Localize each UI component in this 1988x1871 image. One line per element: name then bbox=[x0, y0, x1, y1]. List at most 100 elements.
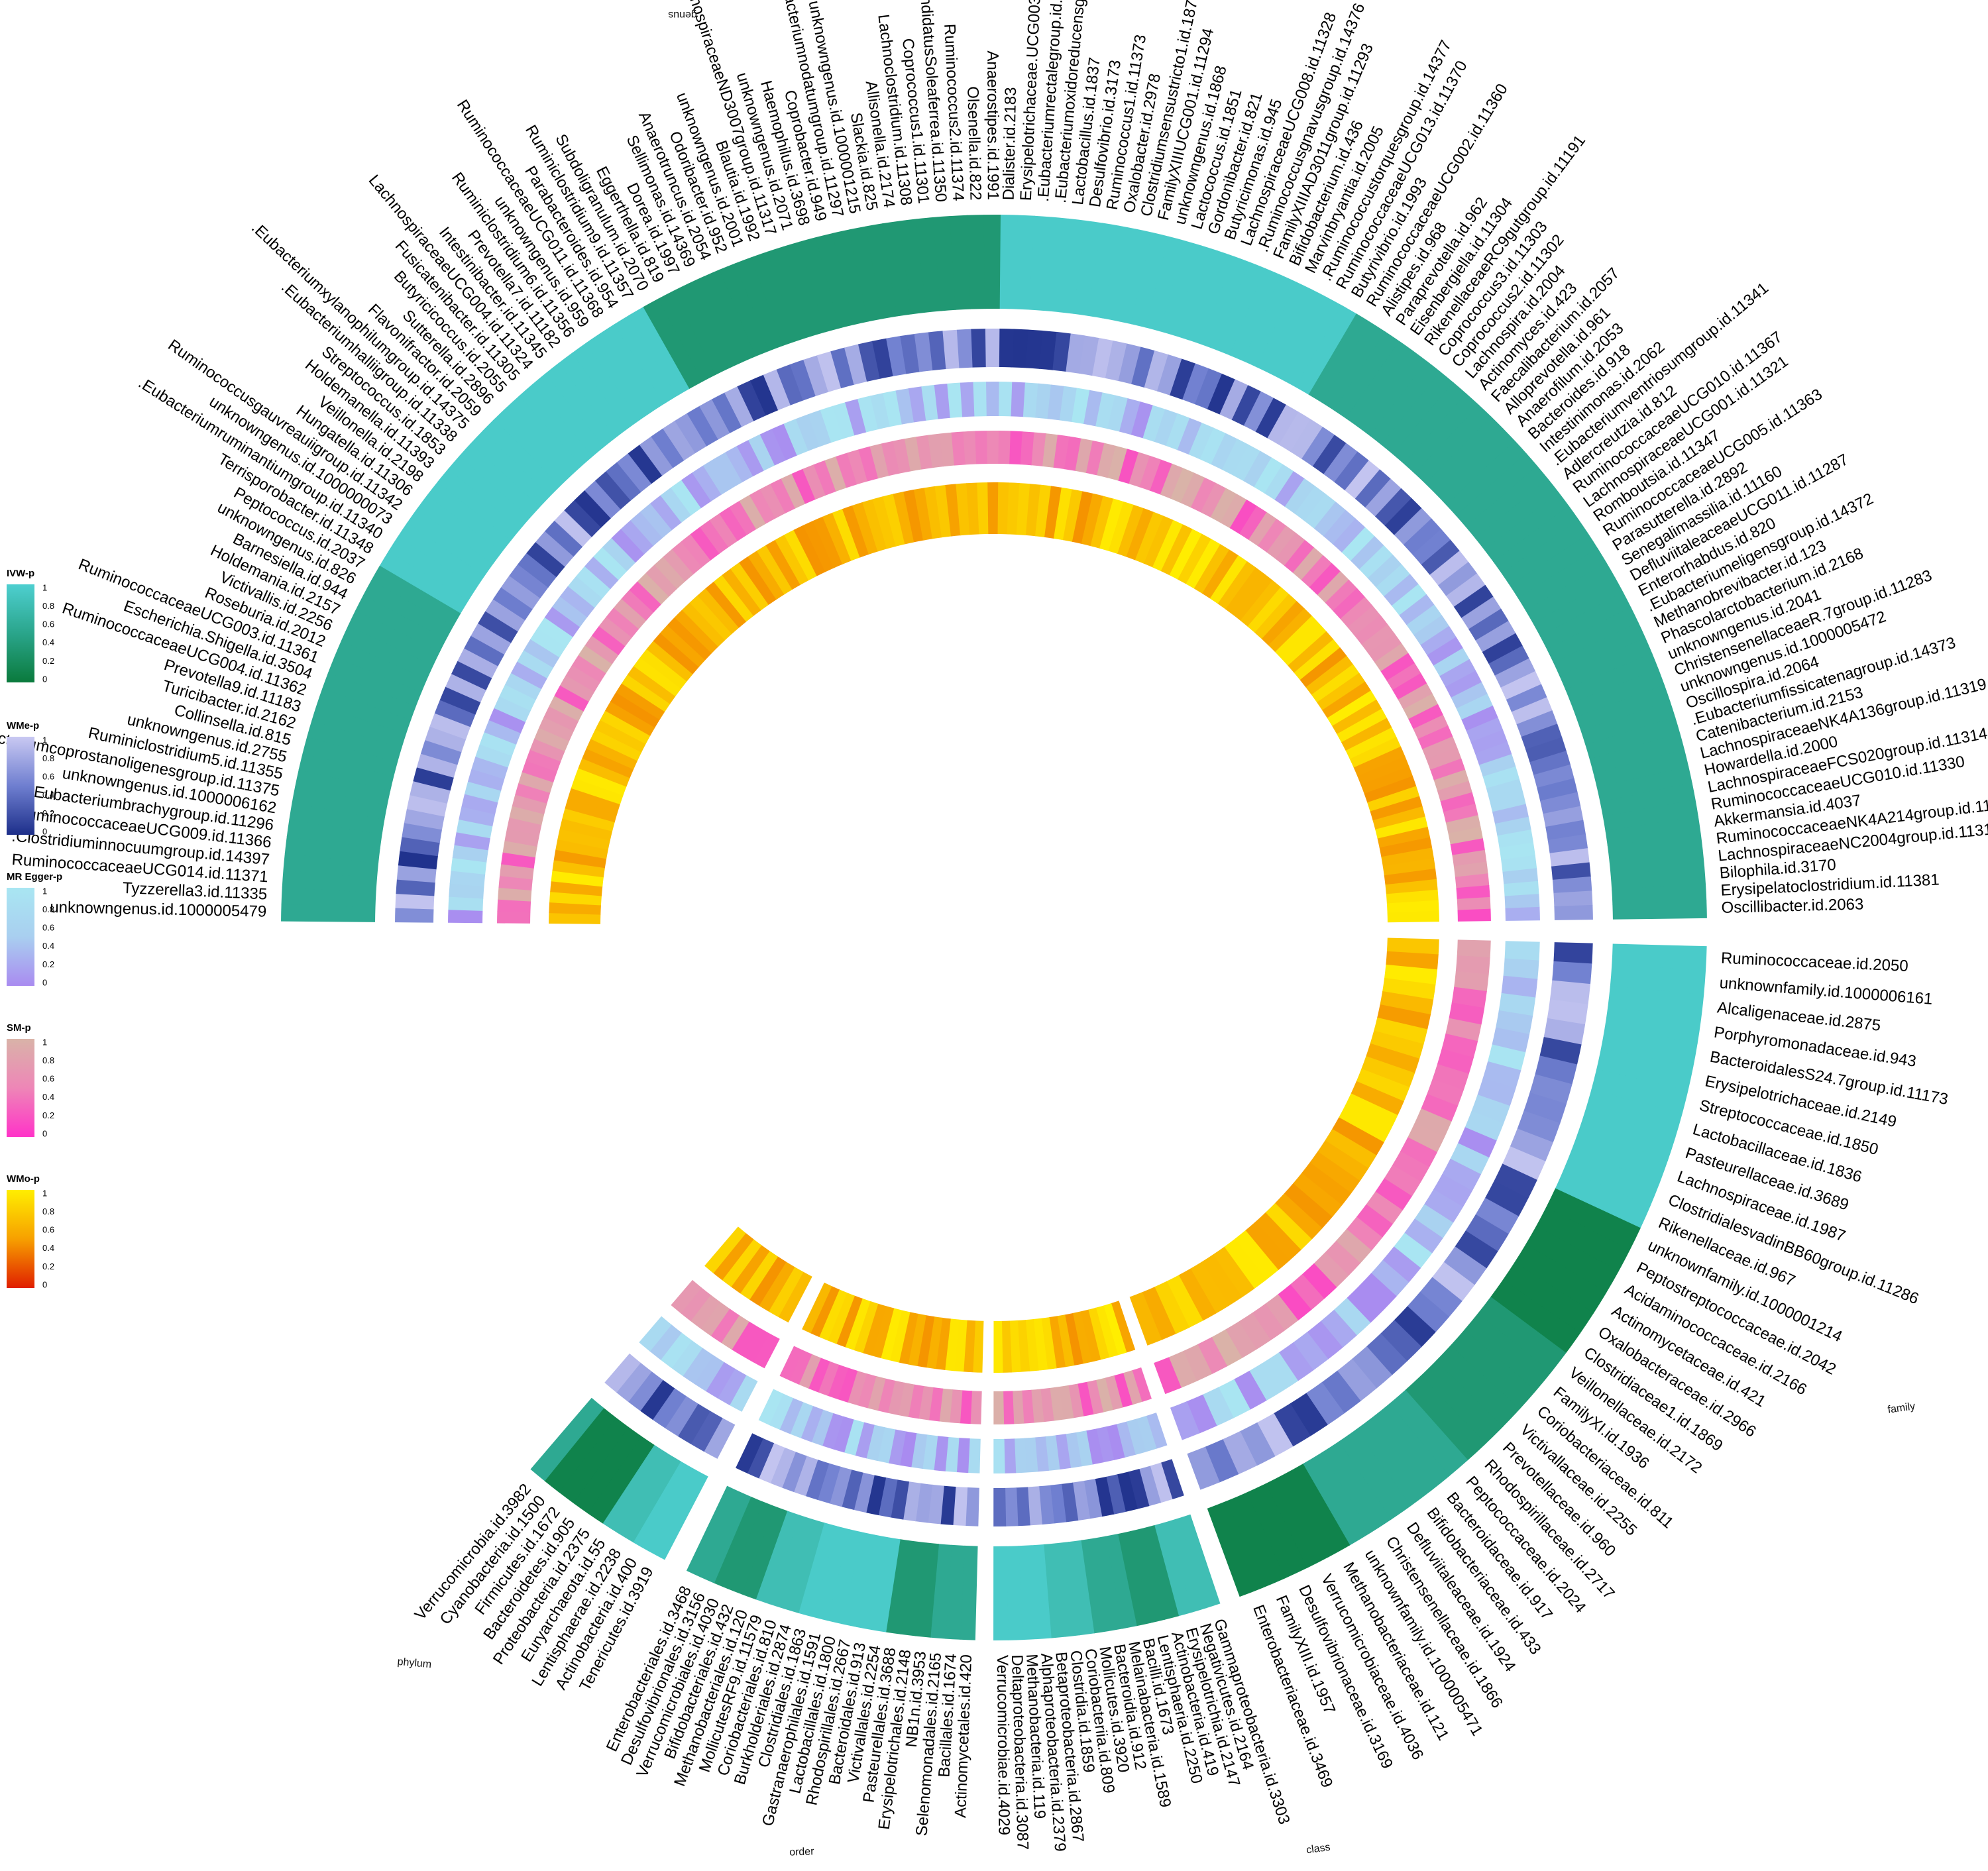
heat-cell bbox=[704, 1226, 746, 1273]
ring-ivw-p-class bbox=[993, 1514, 1221, 1640]
heat-cell bbox=[448, 455, 531, 529]
heat-cell bbox=[899, 1312, 918, 1365]
ring-ivw-p-family bbox=[1207, 943, 1707, 1597]
heat-cell bbox=[457, 647, 498, 678]
heat-cell bbox=[1201, 256, 1250, 350]
heat-cell bbox=[690, 1411, 723, 1452]
heat-cell bbox=[1009, 1320, 1021, 1373]
heat-cell bbox=[559, 586, 595, 617]
heat-cell bbox=[673, 283, 730, 375]
heat-cell bbox=[793, 1456, 818, 1497]
heat-cell bbox=[768, 1267, 804, 1318]
heat-cell bbox=[934, 484, 952, 538]
heat-cell bbox=[753, 1333, 780, 1369]
heat-cell bbox=[1341, 527, 1375, 561]
heat-cell bbox=[1429, 551, 1469, 586]
heat-cell bbox=[1038, 1485, 1055, 1525]
heat-cell bbox=[1312, 435, 1347, 474]
heat-cell bbox=[1492, 1027, 1530, 1053]
heat-cell bbox=[1516, 710, 1558, 737]
heat-cell bbox=[1461, 596, 1502, 630]
heat-cell bbox=[525, 749, 561, 773]
heat-cell bbox=[1366, 1043, 1420, 1074]
heat-cell bbox=[770, 1447, 796, 1488]
heat-cell bbox=[817, 1463, 841, 1504]
heat-cell bbox=[1035, 383, 1052, 419]
heat-cell bbox=[628, 444, 663, 484]
heat-cell bbox=[783, 418, 809, 456]
heat-cell bbox=[712, 392, 742, 433]
heat-cell bbox=[1222, 1431, 1258, 1475]
heat-cell bbox=[674, 610, 719, 654]
heat-cell bbox=[559, 818, 613, 841]
heat-cell bbox=[1333, 518, 1366, 553]
heat-cell bbox=[1248, 511, 1277, 547]
heat-cell bbox=[1355, 1417, 1431, 1507]
heat-cell bbox=[565, 665, 600, 692]
heat-cell bbox=[1482, 1061, 1521, 1089]
group-label-phylum: phylum bbox=[397, 1656, 432, 1670]
ring-mr-egger-p-phylum bbox=[639, 1316, 758, 1412]
legend-sm-p: SM-p 1 0.8 0.6 0.4 0.2 0 bbox=[7, 1022, 54, 1138]
heat-cell bbox=[1333, 1297, 1371, 1336]
heat-cell bbox=[1465, 466, 1549, 539]
heat-cell bbox=[1488, 645, 1529, 676]
heat-cell bbox=[396, 879, 435, 896]
heat-cell bbox=[1302, 1452, 1371, 1546]
heat-cell bbox=[467, 769, 505, 791]
heat-cell bbox=[1142, 405, 1166, 443]
heat-cell bbox=[1014, 215, 1036, 310]
heat-cell bbox=[1368, 633, 1402, 663]
heat-cell bbox=[413, 767, 454, 791]
heat-cell bbox=[1092, 337, 1114, 378]
heat-cell bbox=[841, 1470, 863, 1511]
group-label-genus: genus bbox=[668, 9, 697, 21]
heat-cell bbox=[406, 794, 448, 817]
heat-cell bbox=[1340, 596, 1373, 628]
heat-cell bbox=[756, 545, 793, 595]
heat-cell bbox=[1377, 826, 1431, 848]
heat-cell bbox=[1239, 1422, 1276, 1466]
heat-cell bbox=[1293, 1173, 1343, 1218]
heat-cell bbox=[1146, 1413, 1168, 1449]
heat-cell bbox=[960, 382, 975, 417]
heat-cell bbox=[578, 645, 613, 674]
heat-cell bbox=[832, 509, 861, 561]
heat-cell bbox=[769, 1393, 794, 1430]
heat-cell bbox=[818, 1361, 840, 1396]
heat-cell bbox=[1413, 714, 1449, 739]
heat-cell bbox=[765, 539, 801, 590]
heat-cell bbox=[1549, 848, 1590, 867]
heat-cell bbox=[1435, 428, 1516, 506]
heat-cell bbox=[1506, 684, 1547, 713]
heat-cell bbox=[1225, 1321, 1257, 1359]
ring-ivw-p-phylum bbox=[530, 1397, 708, 1560]
heat-cell bbox=[690, 527, 720, 561]
heat-cell bbox=[494, 696, 531, 722]
heat-cell bbox=[1523, 1092, 1567, 1124]
heat-cell bbox=[700, 1491, 751, 1583]
heat-cell bbox=[1399, 594, 1435, 625]
heat-cell bbox=[585, 333, 653, 421]
legend-tick: 0.4 bbox=[42, 790, 54, 800]
heat-cell bbox=[1403, 693, 1439, 720]
heat-cell bbox=[730, 562, 769, 611]
heat-cell bbox=[1273, 1403, 1311, 1447]
heat-cell bbox=[1217, 561, 1256, 610]
heat-cell bbox=[1205, 1439, 1239, 1483]
heat-cell bbox=[371, 564, 461, 627]
heat-cell bbox=[1275, 532, 1305, 566]
heat-cell bbox=[1246, 1483, 1307, 1579]
heat-cell bbox=[554, 685, 589, 712]
heat-cell bbox=[1382, 858, 1436, 876]
heat-cell bbox=[822, 1413, 844, 1450]
heat-cell bbox=[671, 1279, 702, 1314]
heat-cell bbox=[1224, 1238, 1267, 1289]
heat-cell bbox=[1003, 1391, 1015, 1424]
heat-cell bbox=[1296, 305, 1357, 396]
heat-cell bbox=[808, 1358, 830, 1393]
legend-mr-egger-p: MR Egger-p 1 0.8 0.6 0.4 0.2 0 bbox=[7, 871, 62, 987]
heat-cell bbox=[500, 863, 534, 880]
heat-cell bbox=[1131, 401, 1154, 439]
heat-cell bbox=[639, 649, 687, 689]
